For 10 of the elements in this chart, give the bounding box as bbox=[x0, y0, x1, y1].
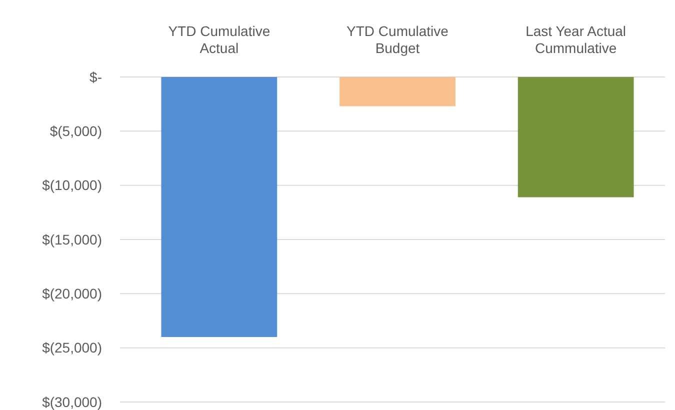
y-tick-label: $(25,000) bbox=[42, 340, 102, 356]
x-tick-label: YTD Cumulative Actual bbox=[168, 23, 270, 56]
y-tick-label: $(20,000) bbox=[42, 286, 102, 302]
x-tick-label: YTD Cumulative Budget bbox=[346, 23, 449, 56]
y-tick-label: $(10,000) bbox=[42, 177, 102, 194]
y-tick-label: $- bbox=[90, 68, 102, 85]
y-tick-label: $(30,000) bbox=[42, 394, 102, 410]
y-tick-label: $(5,000) bbox=[50, 123, 102, 140]
y-tick-label: $(15,000) bbox=[42, 231, 102, 248]
x-tick-label: Last Year Actual Cummulative bbox=[526, 23, 626, 56]
